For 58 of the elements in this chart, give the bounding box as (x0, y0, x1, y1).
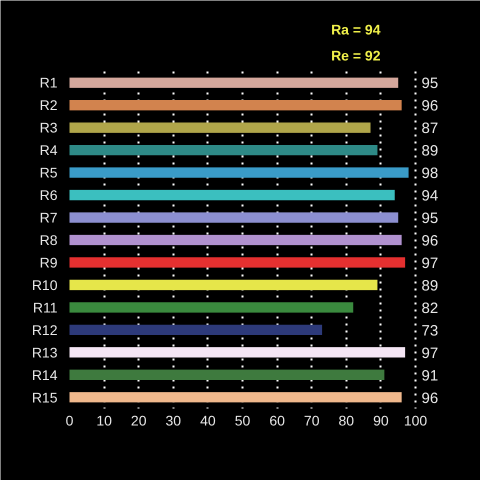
bar (70, 190, 395, 200)
data-label: 87 (422, 120, 438, 138)
data-label: 89 (422, 142, 438, 160)
y-tick-label: R12 (32, 322, 58, 338)
data-label: 91 (422, 367, 438, 384)
x-tick-label: 50 (234, 412, 250, 428)
y-tick-label: R14 (32, 366, 58, 383)
bar (70, 257, 406, 268)
y-tick-label: R10 (32, 276, 58, 293)
y-tick-label: R5 (40, 164, 58, 181)
bar (70, 167, 409, 178)
bar (70, 370, 384, 380)
x-tick-label: 100 (404, 412, 428, 428)
bar (70, 392, 402, 402)
x-tick-label: 20 (130, 412, 147, 428)
x-tick-label: 30 (166, 412, 182, 428)
bar (70, 347, 406, 358)
bar (70, 78, 398, 88)
data-label: 73 (422, 322, 438, 340)
x-tick-label: 40 (200, 412, 216, 428)
x-tick-label: 0 (66, 412, 74, 428)
y-tick-label: R15 (32, 389, 58, 406)
data-label: 94 (422, 188, 438, 205)
data-label: 89 (422, 277, 438, 294)
data-label: 82 (422, 300, 438, 317)
x-tick-label: 80 (338, 412, 354, 428)
bar (70, 122, 371, 133)
data-label: 95 (422, 75, 438, 92)
y-tick-label: R9 (40, 254, 58, 270)
x-tick-label: 10 (96, 412, 112, 428)
data-label: 96 (422, 232, 438, 250)
text: Ra = 94 (331, 22, 381, 38)
y-tick-label: R8 (40, 232, 58, 248)
y-tick-label: R4 (40, 142, 58, 158)
x-tick-label: 90 (373, 412, 389, 428)
data-label: 98 (422, 165, 438, 182)
y-tick-label: R13 (32, 344, 58, 360)
x-tick-label: 60 (269, 412, 286, 428)
y-tick-label: R7 (40, 210, 58, 226)
text: Re = 92 (331, 48, 381, 64)
bar (70, 324, 322, 336)
bar (70, 100, 402, 110)
data-label: 97 (422, 344, 438, 362)
bar (70, 212, 398, 223)
bar (70, 234, 402, 246)
bar (70, 280, 378, 290)
y-tick-label: R2 (40, 97, 58, 114)
data-label: 96 (422, 98, 438, 115)
bar (70, 302, 354, 313)
y-tick-label: R3 (40, 120, 58, 136)
data-label: 97 (422, 254, 438, 272)
data-label: 95 (422, 210, 438, 228)
y-tick-label: R1 (40, 74, 58, 91)
data-label: 96 (422, 390, 438, 407)
bar (70, 144, 378, 156)
y-tick-label: R11 (32, 299, 58, 316)
y-tick-label: R6 (40, 187, 58, 204)
x-tick-label: 70 (304, 412, 320, 428)
